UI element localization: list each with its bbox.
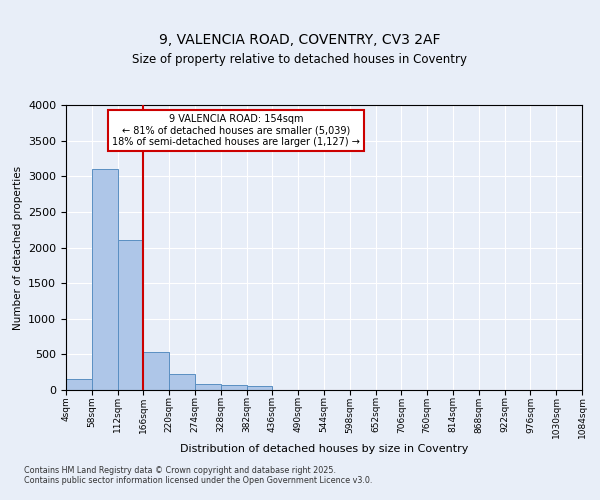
Bar [118, 240, 143, 390]
Y-axis label: Number of detached properties: Number of detached properties [13, 166, 23, 330]
Bar [169, 374, 195, 390]
Bar [221, 385, 247, 390]
Text: 9, VALENCIA ROAD, COVENTRY, CV3 2AF: 9, VALENCIA ROAD, COVENTRY, CV3 2AF [159, 32, 441, 46]
Bar [66, 380, 92, 390]
Bar [247, 386, 272, 390]
X-axis label: Distribution of detached houses by size in Coventry: Distribution of detached houses by size … [180, 444, 468, 454]
Text: 9 VALENCIA ROAD: 154sqm
← 81% of detached houses are smaller (5,039)
18% of semi: 9 VALENCIA ROAD: 154sqm ← 81% of detache… [112, 114, 360, 147]
Bar [92, 169, 118, 390]
Bar [195, 384, 221, 390]
Bar [143, 352, 169, 390]
Text: Size of property relative to detached houses in Coventry: Size of property relative to detached ho… [133, 52, 467, 66]
Text: Contains HM Land Registry data © Crown copyright and database right 2025.
Contai: Contains HM Land Registry data © Crown c… [24, 466, 373, 485]
